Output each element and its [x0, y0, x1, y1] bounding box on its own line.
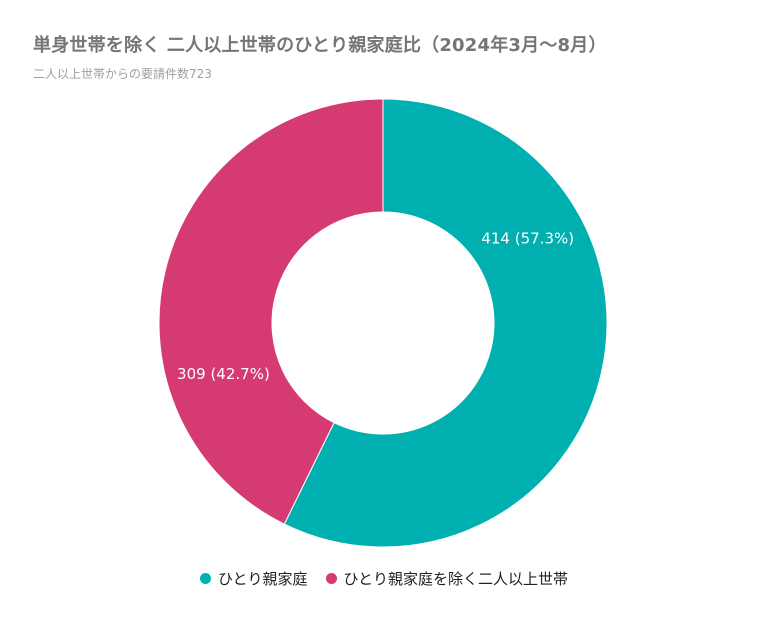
donut-slice-0[interactable] — [283, 98, 608, 548]
legend-item-other-households[interactable]: ひとり親家庭を除く二人以上世帯 — [325, 568, 569, 589]
donut-chart: 414 (57.3%) 309 (42.7%) — [158, 98, 608, 548]
donut-slice-1[interactable] — [158, 98, 384, 525]
legend-label-single-parent: ひとり親家庭 — [217, 570, 308, 588]
legend-label-other-households: ひとり親家庭を除く二人以上世帯 — [343, 570, 569, 588]
legend-item-single-parent[interactable]: ひとり親家庭 — [199, 568, 308, 589]
legend-swatch-single-parent — [199, 573, 211, 584]
slice-label-1: 309 (42.7%) — [177, 365, 270, 383]
slice-label-0: 414 (57.3%) — [481, 230, 574, 248]
chart-subtitle: 二人以上世帯からの要請件数723 — [33, 67, 212, 81]
chart-title: 単身世帯を除く 二人以上世帯のひとり親家庭比（2024年3月～8月） — [33, 35, 607, 56]
legend-swatch-other-households — [325, 573, 337, 584]
chart-legend: ひとり親家庭 ひとり親家庭を除く二人以上世帯 — [0, 568, 768, 589]
